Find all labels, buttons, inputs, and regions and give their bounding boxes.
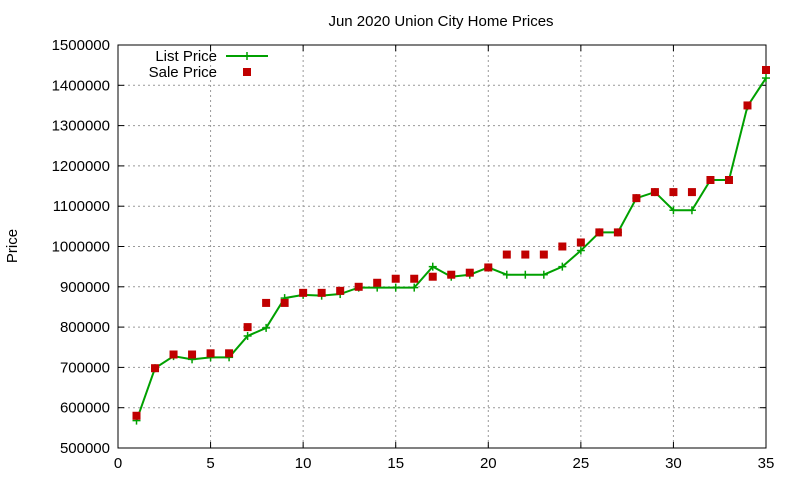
x-tick-label: 20 <box>480 455 497 472</box>
sale-price-point <box>354 282 363 291</box>
list-price-point <box>502 270 511 279</box>
y-tick-label: 600000 <box>60 400 110 417</box>
list-price-point <box>262 323 271 332</box>
sale-price-point <box>613 228 622 237</box>
sale-price-point <box>262 298 271 307</box>
sale-price-point <box>484 263 493 272</box>
sale-price-point <box>428 272 437 281</box>
sale-price-point <box>465 268 474 277</box>
sale-price-point <box>521 250 530 259</box>
sale-price-point <box>132 411 141 420</box>
y-tick-label: 500000 <box>60 440 110 457</box>
sale-price-point <box>595 228 604 237</box>
sale-price-point <box>151 364 160 373</box>
list-price-point <box>539 270 548 279</box>
sale-price-point <box>169 350 178 359</box>
sale-price-point <box>243 323 252 332</box>
list-price-point <box>521 270 530 279</box>
x-tick-label: 10 <box>295 455 312 472</box>
sale-price-point <box>502 250 511 259</box>
legend-plus-marker <box>243 52 251 60</box>
sale-price-point <box>706 176 715 185</box>
sale-price-point <box>410 274 419 283</box>
x-tick-label: 0 <box>114 455 122 472</box>
x-tick-label: 5 <box>206 455 214 472</box>
sale-price-point <box>632 194 641 203</box>
list-price-point <box>576 246 585 255</box>
list-price-point <box>243 331 252 340</box>
sale-price-point <box>539 250 548 259</box>
sale-price-point <box>280 298 289 307</box>
sale-price-point <box>743 101 752 110</box>
y-tick-label: 1500000 <box>52 37 110 54</box>
x-tick-label: 15 <box>387 455 404 472</box>
sale-price-point <box>558 242 567 251</box>
sale-price-point <box>391 274 400 283</box>
chart-title: Jun 2020 Union City Home Prices <box>328 13 553 30</box>
list-price-point <box>410 283 419 292</box>
list-price-point <box>391 283 400 292</box>
list-price-point <box>669 206 678 215</box>
list-price-point <box>687 206 696 215</box>
x-tick-label: 25 <box>573 455 590 472</box>
y-axis-label: Price <box>4 229 21 263</box>
sale-price-point <box>299 288 308 297</box>
x-tick-label: 30 <box>665 455 682 472</box>
axes: 0 5 10 15 20 25 30 35 500000 600000 700000 800000 90… <box>52 37 775 472</box>
sale-price-point <box>188 350 197 359</box>
sale-price-point <box>336 286 345 295</box>
sale-price-point <box>373 278 382 287</box>
sale-price-point <box>724 176 733 185</box>
sale-price-point <box>576 238 585 247</box>
y-tick-label: 1400000 <box>52 77 110 94</box>
x-tick-label: 35 <box>758 455 775 472</box>
legend-label: Sale Price <box>149 64 217 81</box>
sale-price-point <box>317 288 326 297</box>
y-tick-label: 700000 <box>60 359 110 376</box>
sale-price-point <box>447 270 456 279</box>
y-tick-label: 1300000 <box>52 118 110 135</box>
sale-price-point <box>650 188 659 197</box>
legend-label: List Price <box>155 48 217 65</box>
sale-price-point <box>225 349 234 358</box>
y-tick-label: 1200000 <box>52 158 110 175</box>
list-price-point <box>558 262 567 271</box>
legend-square-marker <box>243 68 251 76</box>
y-tick-label: 1000000 <box>52 239 110 256</box>
list-price-point <box>428 262 437 271</box>
sale-price-point <box>687 188 696 197</box>
grid <box>118 45 766 448</box>
sale-price-point <box>206 349 215 358</box>
sale-price-point <box>669 188 678 197</box>
series <box>132 65 770 425</box>
y-tick-label: 800000 <box>60 319 110 336</box>
list-price-line <box>135 77 767 421</box>
y-tick-label: 1100000 <box>53 198 110 215</box>
list-price-point <box>762 74 770 83</box>
y-tick-label: 900000 <box>60 279 110 296</box>
sale-price-point <box>762 65 770 74</box>
